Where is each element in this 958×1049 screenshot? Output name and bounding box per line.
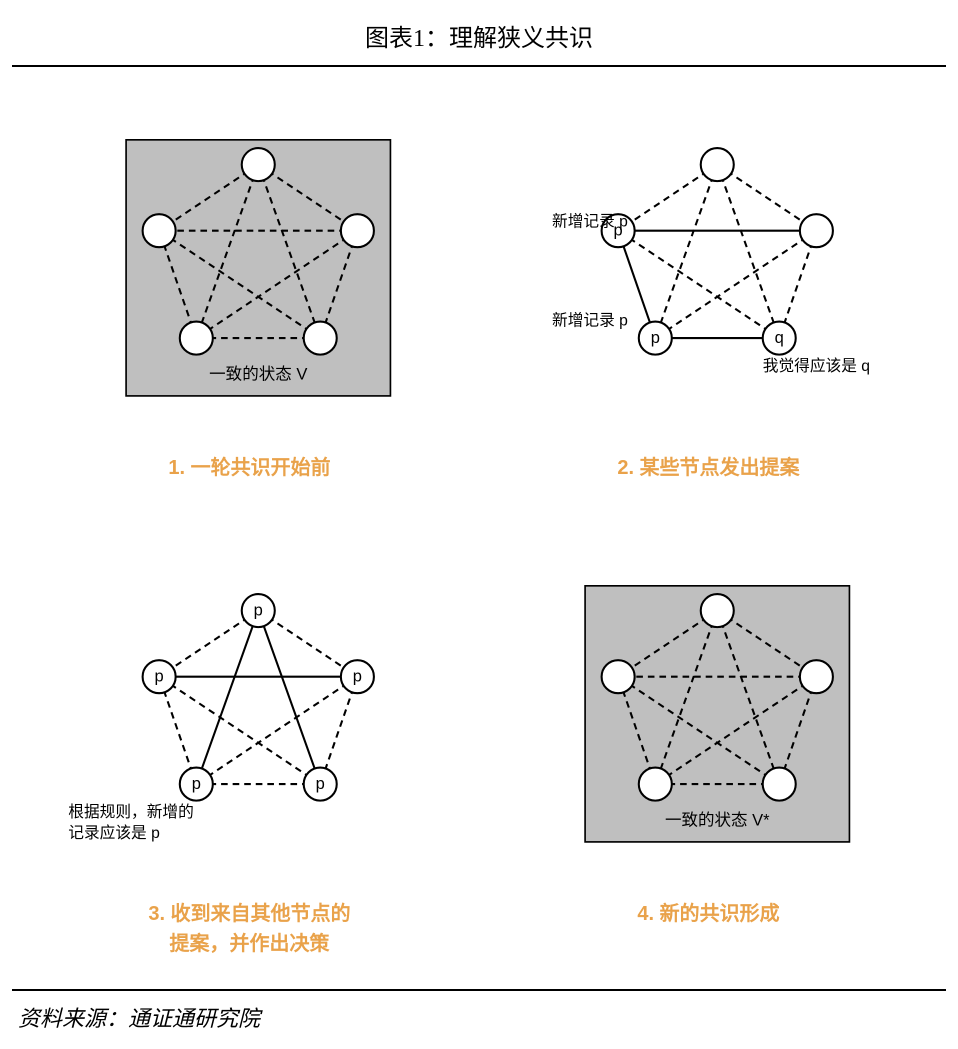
diagram-1: 一致的状态 V [60,107,440,437]
svg-text:q: q [774,328,783,347]
svg-text:p: p [315,774,324,793]
svg-text:p: p [191,774,200,793]
caption-2: 2. 某些节点发出提案 [617,453,799,483]
svg-text:p: p [154,667,163,686]
svg-text:记录应该是 p: 记录应该是 p [68,823,160,842]
caption-3: 3. 收到来自其他节点的提案，并作出决策 [148,899,350,959]
caption-1: 1. 一轮共识开始前 [168,453,330,483]
diagram-4: 一致的状态 V* [519,553,899,883]
panel-1: 一致的状态 V 1. 一轮共识开始前 [30,107,469,513]
svg-text:根据规则，新增的: 根据规则，新增的 [68,803,193,821]
svg-text:一致的状态 V: 一致的状态 V [209,364,307,383]
svg-text:一致的状态 V*: 一致的状态 V* [664,810,769,829]
svg-text:新增记录 p: 新增记录 p [552,213,628,231]
svg-text:p: p [650,328,659,347]
diagram-3: p p p p p 根据规则，新增的记录应该是 p [60,553,440,883]
panel-3: p p p p p 根据规则，新增的记录应该是 p 3. 收到来自其他节点的提案，并作出决… [30,553,469,959]
caption-4: 4. 新的共识形成 [637,899,779,929]
svg-text:新增记录 p: 新增记录 p [552,312,628,330]
svg-text:p: p [253,601,262,620]
page-title: 图表1：理解狭义共识 [0,0,958,65]
panel-2: qpp新增记录 p新增记录 p我觉得应该是 q 2. 某些节点发出提案 [489,107,928,513]
diagram-2: qpp新增记录 p新增记录 p我觉得应该是 q [519,107,899,437]
svg-text:我觉得应该是 q: 我觉得应该是 q [762,356,869,375]
source-text: 资料来源：通证通研究院 [0,991,958,1049]
svg-text:p: p [352,667,361,686]
panels-grid: 一致的状态 V 1. 一轮共识开始前 q p p 新增记录 p 新增记录 p 我觉得应该是… [0,67,958,989]
panel-4: 一致的状态 V* 4. 新的共识形成 [489,553,928,959]
